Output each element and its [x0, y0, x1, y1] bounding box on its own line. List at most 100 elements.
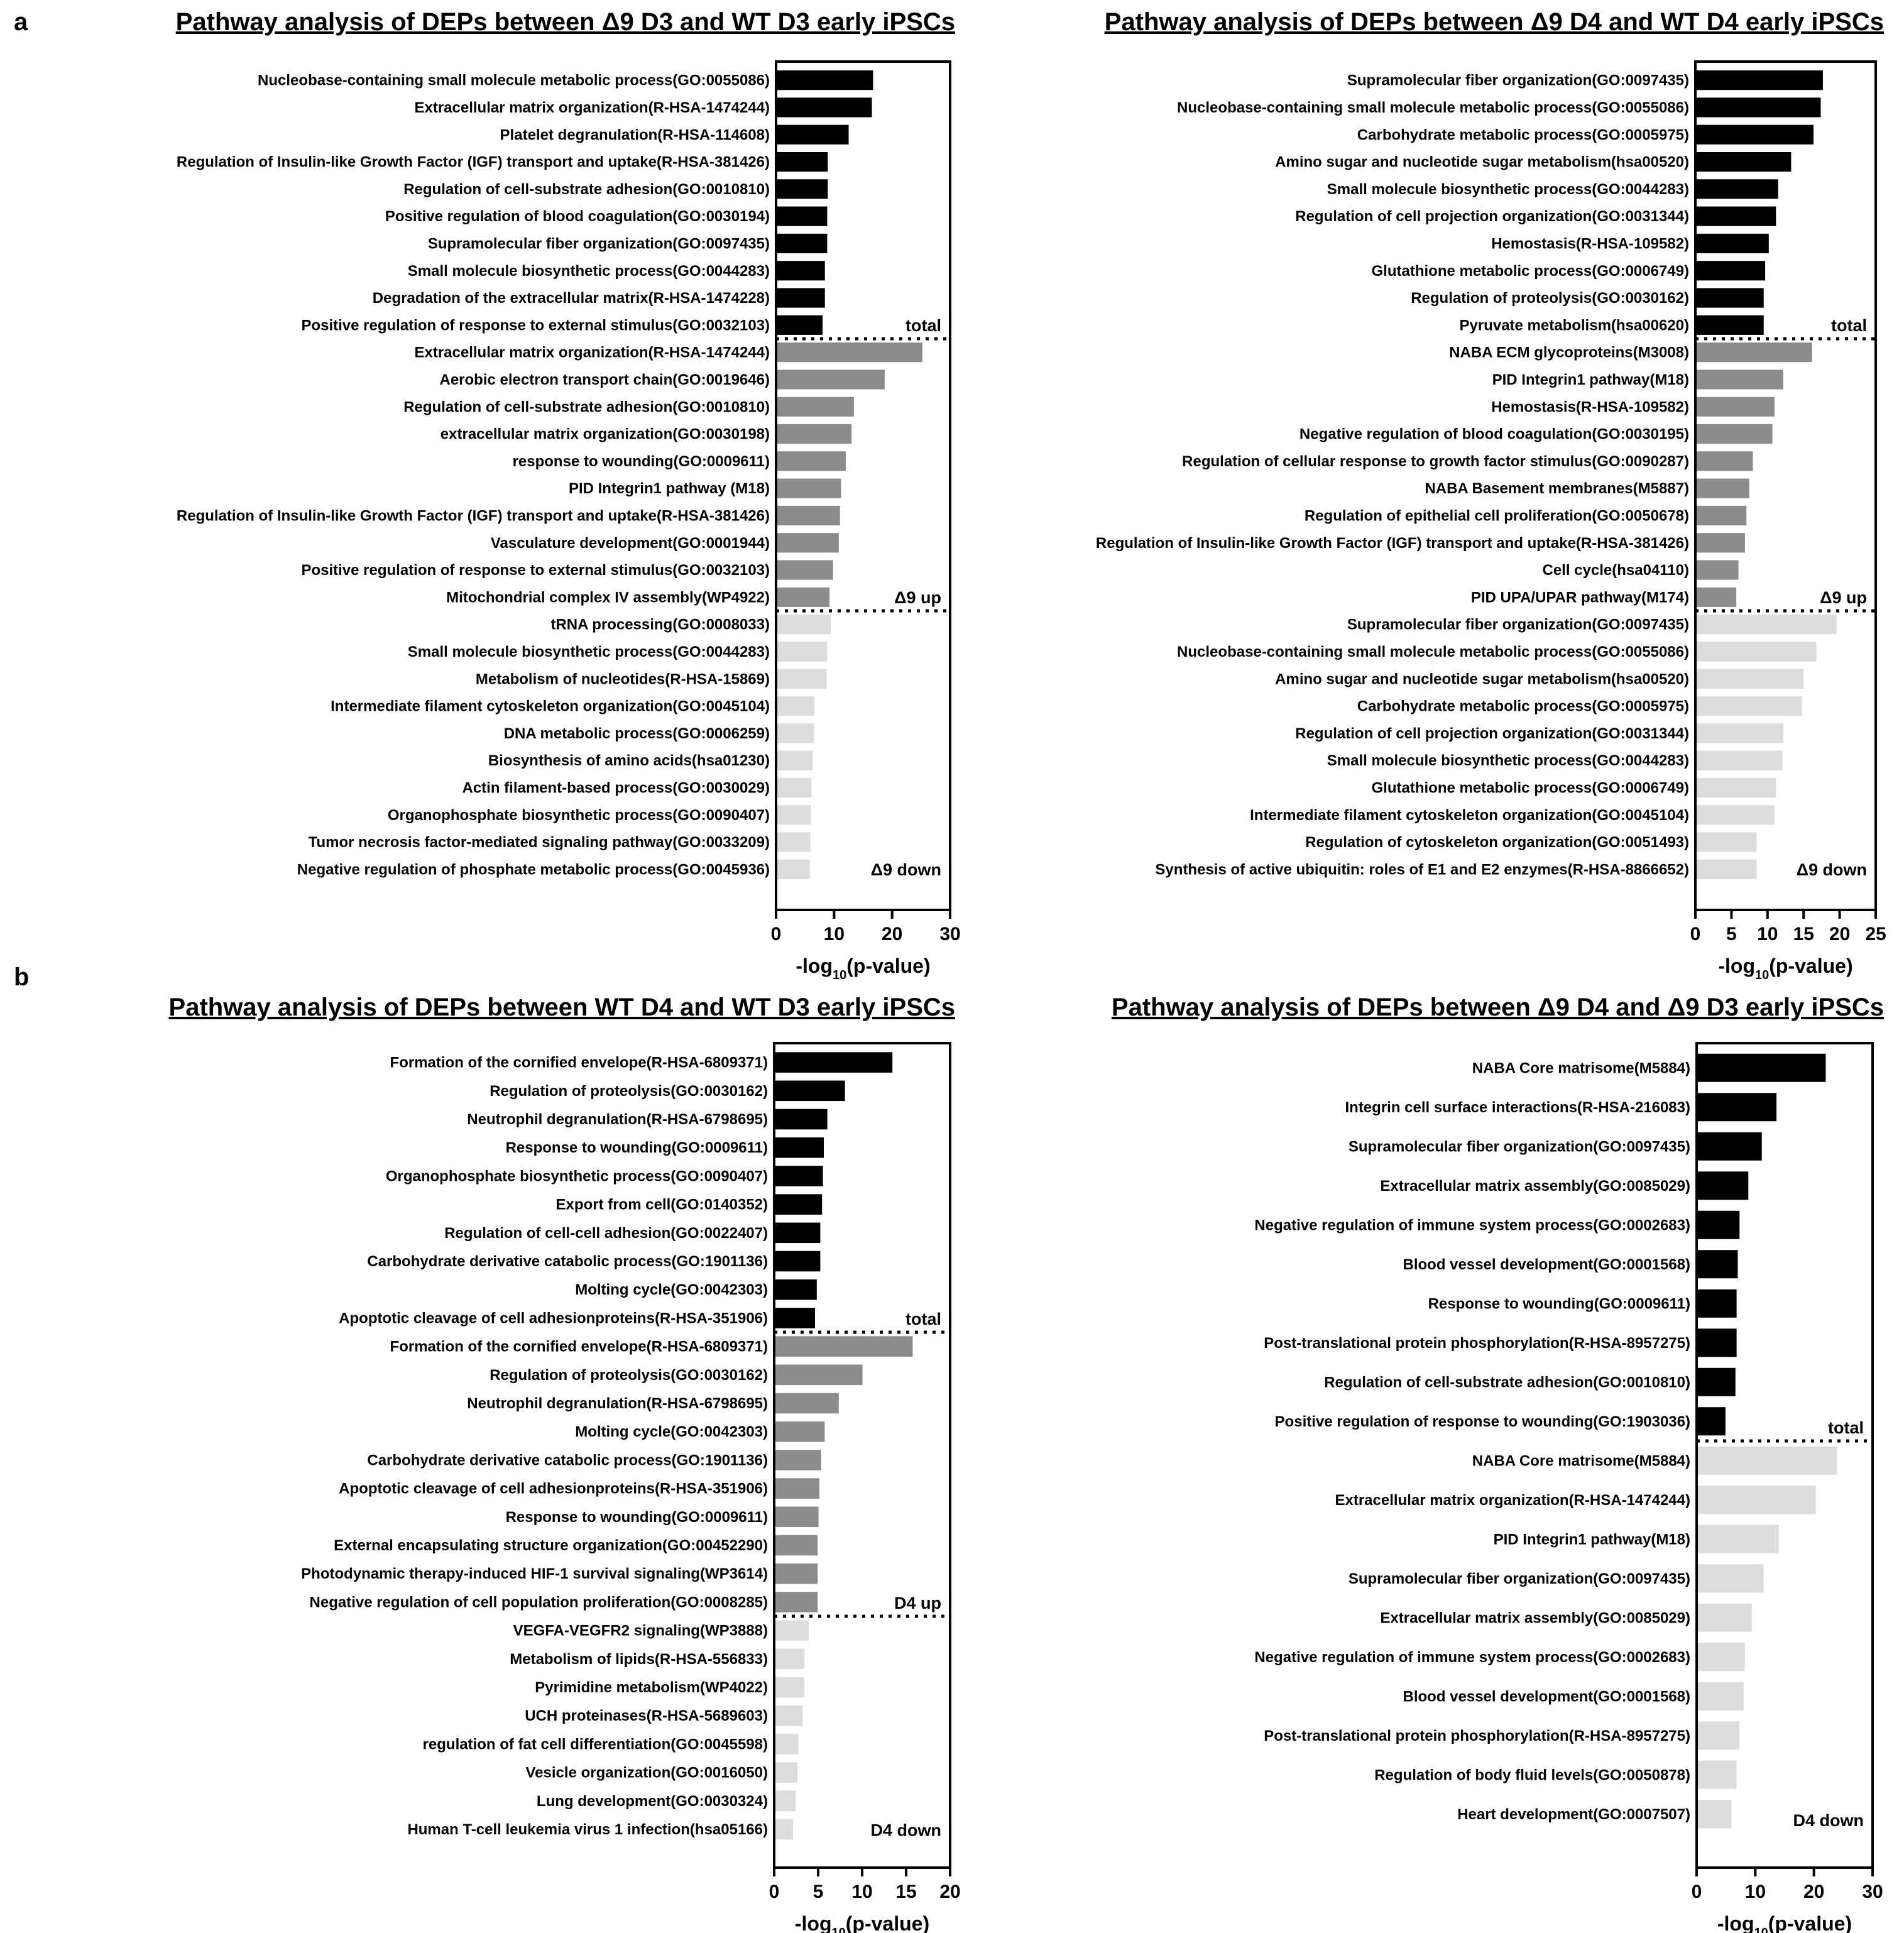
group-label: total	[905, 316, 941, 335]
category-label: NABA ECM glycoproteins(M3008)	[1449, 344, 1689, 361]
group-label: total	[1828, 1418, 1864, 1437]
category-label: Supramolecular fiber organization(GO:009…	[1349, 1138, 1690, 1155]
category-label: Metabolism of lipids(R-HSA-556833)	[510, 1651, 768, 1668]
bar	[1697, 587, 1737, 607]
category-label: Export from cell(GO:0140352)	[556, 1196, 768, 1213]
bar	[1697, 97, 1821, 118]
bar	[775, 1620, 809, 1641]
category-label: Negative regulation of cell population p…	[310, 1594, 768, 1611]
category-label: Amino sugar and nucleotide sugar metabol…	[1275, 671, 1689, 687]
category-label: Organophosphate biosynthetic process(GO:…	[388, 807, 770, 824]
category-label: Regulation of cell projection organizati…	[1295, 208, 1689, 225]
panel-letter-b: b	[14, 963, 29, 991]
bar	[777, 370, 885, 390]
category-label: Response to wounding(GO:0009611)	[1428, 1295, 1690, 1312]
x-tick-label: 20	[1829, 924, 1850, 945]
category-label: VEGFA-VEGFR2 signaling(WP3888)	[513, 1623, 768, 1640]
bar	[1698, 1564, 1764, 1593]
bar	[1697, 124, 1814, 145]
bar	[1697, 233, 1769, 254]
bar	[1697, 478, 1749, 498]
bar	[777, 261, 825, 281]
category-label: PID Integrin1 pathway(M18)	[1494, 1531, 1690, 1548]
category-label: Degradation of the extracellular matrix(…	[373, 290, 770, 307]
chart-2: Pathway analysis of DEPs between WT D4 a…	[169, 994, 961, 1933]
chart-title: Pathway analysis of DEPs between Δ9 D4 a…	[1105, 8, 1884, 36]
bar	[1698, 1407, 1726, 1436]
bar	[1698, 1250, 1738, 1279]
x-tick-label: 5	[1726, 924, 1737, 945]
x-tick-label: 0	[771, 924, 782, 945]
category-label: Supramolecular fiber organization(GO:009…	[1349, 1570, 1690, 1587]
bar	[775, 1734, 799, 1755]
category-label: Mitochondrial complex IV assembly(WP4922…	[446, 589, 770, 606]
category-label: Regulation of Insulin-like Growth Factor…	[1096, 535, 1689, 552]
category-label: Neutrophil degranulation(R-HSA-6798695)	[467, 1111, 768, 1128]
category-label: Regulation of cell-substrate adhesion(GO…	[403, 181, 770, 198]
charts-container: Pathway analysis of DEPs between Δ9 D3 a…	[169, 8, 1886, 1933]
bar	[1697, 805, 1775, 825]
category-label: NABA Basement membranes(M5887)	[1425, 480, 1689, 497]
group-label: Δ9 down	[871, 860, 941, 879]
category-label: Apoptotic cleavage of cell adhesionprote…	[339, 1481, 768, 1498]
bar	[777, 587, 830, 607]
bar	[775, 1251, 821, 1272]
category-label: Human T-cell leukemia virus 1 infection(…	[407, 1821, 768, 1838]
category-label: Organophosphate biosynthetic process(GO:…	[386, 1168, 768, 1185]
bar	[775, 1450, 821, 1470]
category-label: Apoptotic cleavage of cell adhesionprote…	[339, 1310, 768, 1327]
bar	[1698, 1171, 1749, 1200]
category-label: Extracellular matrix organization(R-HSA-…	[414, 99, 770, 116]
category-label: Positive regulation of response to exter…	[301, 562, 770, 579]
bar	[1698, 1643, 1745, 1672]
bar	[1697, 315, 1764, 335]
bar	[775, 1364, 863, 1386]
category-label: Blood vessel development(GO:0001568)	[1403, 1688, 1691, 1705]
bar	[775, 1563, 818, 1584]
x-axis-title: -log10(p-value)	[1718, 955, 1852, 982]
bar	[777, 750, 813, 770]
category-label: Negative regulation of phosphate metabol…	[297, 861, 770, 878]
category-label: PID Integrin1 pathway(M18)	[1492, 371, 1689, 388]
bar	[775, 1421, 825, 1442]
category-label: Positive regulation of response to wound…	[1275, 1413, 1690, 1430]
bar	[775, 1137, 824, 1158]
bar	[1697, 397, 1775, 417]
bar	[775, 1819, 793, 1840]
bar	[777, 151, 828, 172]
x-tick-label: 10	[851, 1881, 872, 1902]
category-label: Formation of the cornified envelope(R-HS…	[390, 1339, 768, 1355]
bar	[1698, 1446, 1837, 1475]
category-label: Photodynamic therapy-induced HIF-1 survi…	[301, 1565, 768, 1582]
bar	[1697, 615, 1837, 635]
category-label: Carbohydrate metabolic process(GO:000597…	[1357, 698, 1689, 715]
category-label: Synthesis of active ubiquitin: roles of …	[1155, 861, 1689, 878]
category-label: PID Integrin1 pathway (M18)	[569, 480, 770, 497]
x-tick-label: 15	[895, 1881, 916, 1902]
x-axis-title: -log10(p-value)	[1717, 1912, 1852, 1933]
chart-title: Pathway analysis of DEPs between Δ9 D4 a…	[1112, 994, 1884, 1021]
category-label: Regulation of proteolysis(GO:0030162)	[490, 1367, 768, 1384]
bar	[1697, 832, 1757, 852]
bar	[777, 206, 828, 226]
category-label: Platelet degranulation(R-HSA-114608)	[500, 126, 770, 143]
x-tick-label: 0	[1690, 924, 1701, 945]
category-label: Biosynthesis of amino acids(hsa01230)	[488, 752, 770, 769]
bar	[777, 451, 846, 471]
category-label: Regulation of cellular response to growt…	[1182, 453, 1689, 470]
category-label: response to wounding(GO:0009611)	[513, 453, 770, 470]
category-label: Positive regulation of response to exter…	[301, 317, 770, 334]
bar	[777, 124, 849, 145]
bar	[1697, 642, 1817, 662]
category-label: Regulation of proteolysis(GO:0030162)	[1411, 290, 1689, 307]
x-tick-label: 20	[882, 924, 902, 945]
category-label: Supramolecular fiber organization(GO:009…	[428, 235, 770, 252]
bar	[777, 97, 872, 118]
bar	[775, 1648, 805, 1670]
bar	[777, 288, 825, 308]
chart-title: Pathway analysis of DEPs between Δ9 D3 a…	[176, 8, 955, 36]
bar	[1698, 1486, 1816, 1514]
bar	[777, 478, 841, 498]
category-label: Hemostasis(R-HSA-109582)	[1491, 398, 1689, 415]
